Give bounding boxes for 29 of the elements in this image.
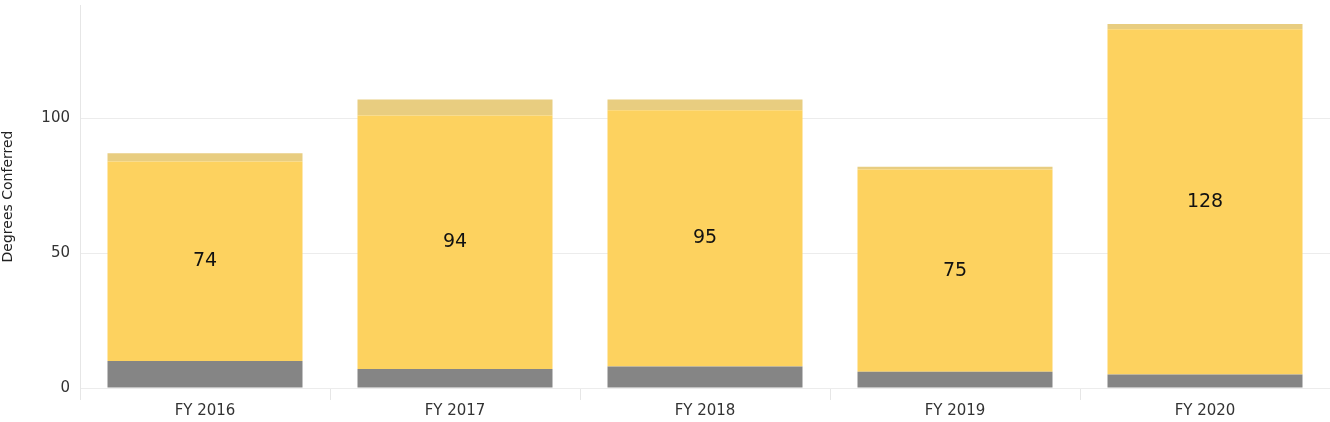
data-label: 94 xyxy=(442,229,468,252)
x-tick-label: FY 2020 xyxy=(1174,400,1236,419)
bar xyxy=(857,371,1053,388)
bar xyxy=(1107,29,1303,375)
y-axis-title: Degrees Conferred xyxy=(0,130,16,263)
x-tick-label: FY 2018 xyxy=(674,400,736,419)
bar xyxy=(107,153,303,162)
data-label: 74 xyxy=(192,248,218,271)
bar xyxy=(857,169,1053,372)
bar xyxy=(1107,374,1303,388)
data-label: 128 xyxy=(1186,188,1224,211)
bar xyxy=(107,161,303,362)
data-label: 95 xyxy=(692,225,718,248)
bar xyxy=(857,166,1053,170)
x-tick-label: FY 2019 xyxy=(924,400,986,419)
bar xyxy=(607,99,803,111)
bar xyxy=(1107,23,1303,30)
data-label: 75 xyxy=(942,257,968,280)
bar xyxy=(107,361,303,388)
y-tick-label: 0 xyxy=(60,377,70,396)
bar xyxy=(607,110,803,367)
x-tick-label: FY 2016 xyxy=(174,400,236,419)
bar xyxy=(357,115,553,370)
y-tick-label: 50 xyxy=(50,243,70,262)
bar xyxy=(357,369,553,388)
bar xyxy=(357,99,553,116)
bar xyxy=(607,366,803,388)
y-tick-label: 100 xyxy=(41,108,70,127)
x-tick-label: FY 2017 xyxy=(424,400,486,419)
